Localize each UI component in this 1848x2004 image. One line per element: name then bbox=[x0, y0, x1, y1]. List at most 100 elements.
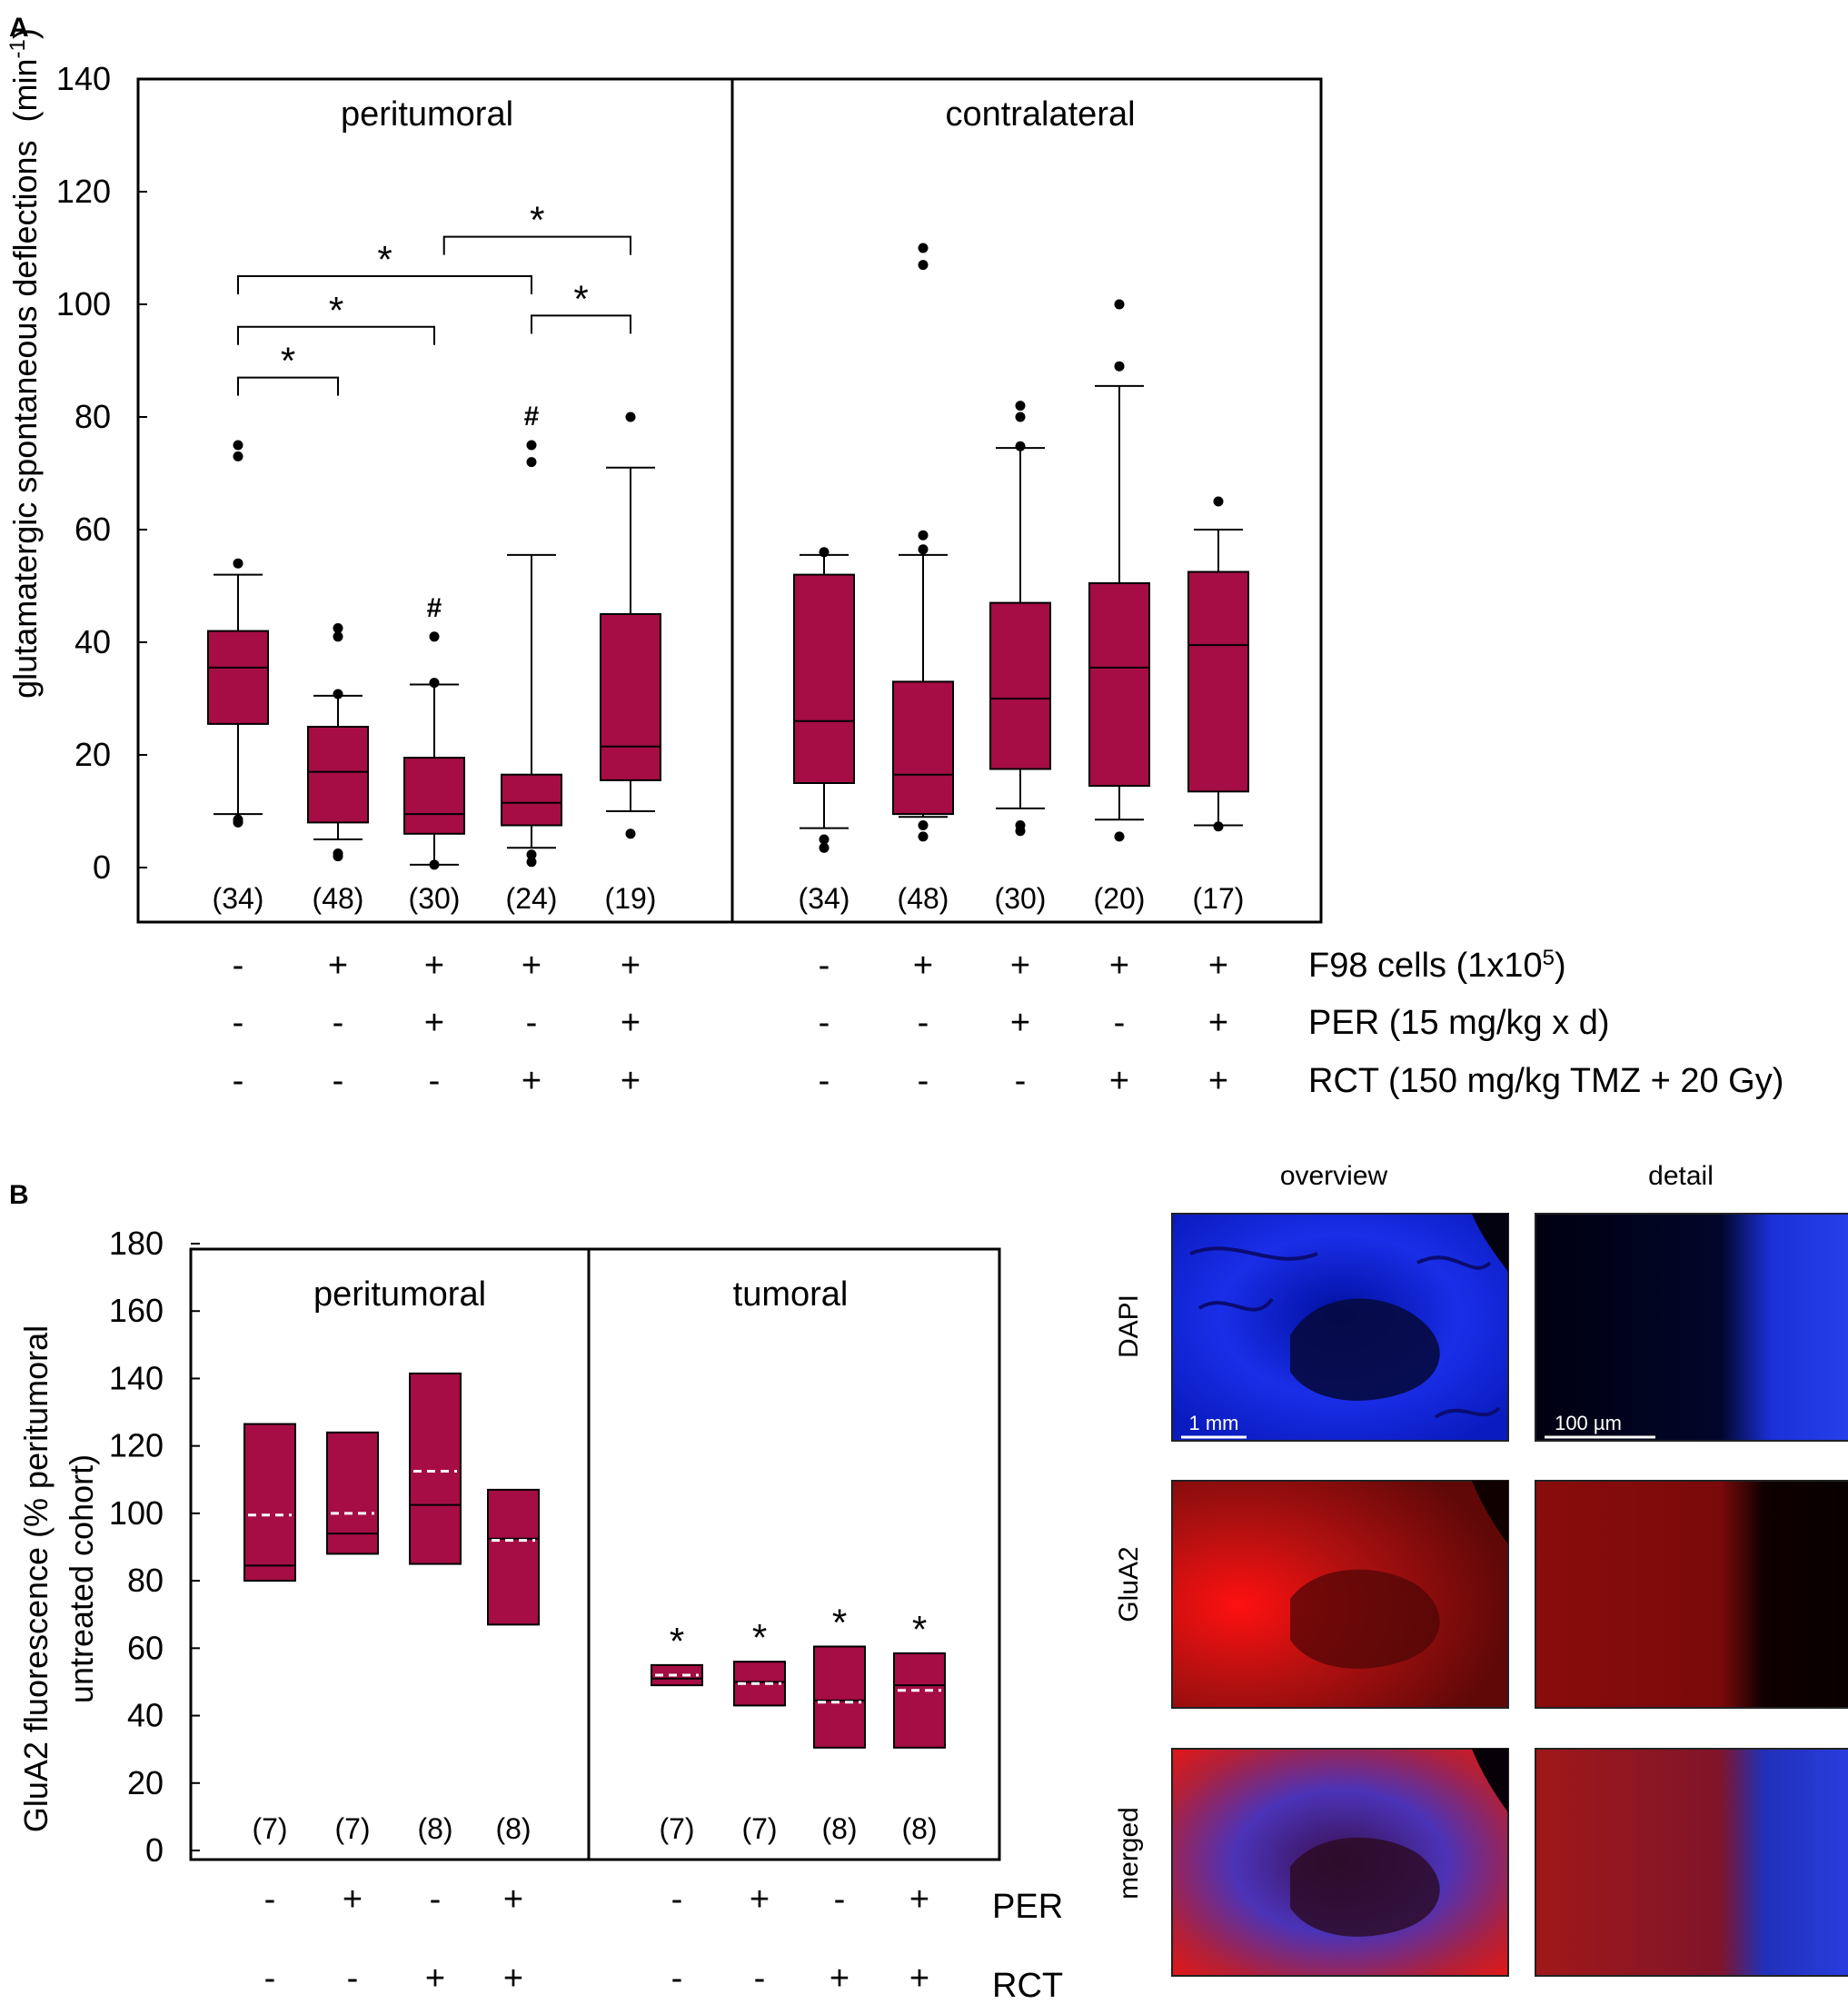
panel-a-outlier bbox=[526, 857, 537, 868]
panel-a-outlier bbox=[1015, 401, 1026, 412]
panel-b-condition-sign: - bbox=[671, 1959, 683, 1998]
panel-a-outlier bbox=[333, 848, 343, 858]
row-title-glua2: GluA2 bbox=[1114, 1546, 1144, 1622]
panel-b-ytick-label: 60 bbox=[127, 1629, 164, 1666]
panel-b-condition-sign: + bbox=[503, 1880, 523, 1919]
panel-a-outlier bbox=[918, 544, 929, 555]
panel-a-outlier bbox=[233, 558, 243, 569]
panel-b-n-label: (7) bbox=[334, 1812, 370, 1845]
panel-a-outlier bbox=[526, 849, 537, 860]
panel-a-ytick-label: 40 bbox=[75, 623, 111, 660]
panel-a-boxes: (34) (48) # (30) # (24) (19) (34) (48) (30) (20) (1… bbox=[207, 243, 1249, 915]
panel-a-sig-star: * bbox=[377, 238, 392, 281]
panel-b-condition-sign: + bbox=[830, 1959, 849, 1998]
panel-a-condition-sign: + bbox=[621, 1004, 641, 1042]
panel-a-condition-label: RCT (150 mg/kg TMZ + 20 Gy) bbox=[1308, 1062, 1783, 1100]
panel-b-condition-sign: - bbox=[671, 1880, 683, 1919]
panel-a-box bbox=[793, 573, 855, 784]
panel-a-box bbox=[403, 757, 465, 835]
panel-b-range-bar bbox=[409, 1372, 462, 1565]
panel-b-n-label: (8) bbox=[901, 1812, 937, 1845]
panel-b-label: B bbox=[9, 1180, 29, 1210]
panel-b-condition-sign: - bbox=[264, 1959, 276, 1998]
panel-b-condition-sign: + bbox=[909, 1959, 929, 1998]
panel-b-ytick-label: 120 bbox=[109, 1427, 164, 1464]
panel-a-condition-sign: + bbox=[522, 947, 541, 985]
panel-a-condition-sign: - bbox=[233, 947, 244, 985]
panel-a-outlier bbox=[333, 631, 343, 642]
panel-a-significance: * * * * * bbox=[237, 199, 631, 396]
panel-b-condition-sign: - bbox=[834, 1880, 846, 1919]
panel-a-region-peritumoral: peritumoral bbox=[341, 95, 513, 134]
panel-a-box bbox=[892, 680, 954, 816]
panel-a-n-label: (48) bbox=[898, 882, 949, 915]
panel-a-condition-sign: - bbox=[918, 1004, 929, 1042]
panel-a-condition-sign: + bbox=[1208, 1004, 1228, 1042]
panel-a-outlier bbox=[625, 828, 636, 839]
panel-a-condition-sign: - bbox=[1015, 1062, 1027, 1100]
panel-a-sig-star: * bbox=[281, 340, 295, 382]
row-title-dapi: DAPI bbox=[1114, 1295, 1144, 1358]
panel-b-y-axis-title-line1: GluA2 fluorescence (% peritumoral bbox=[17, 1325, 55, 1832]
panel-a-outlier bbox=[233, 814, 243, 825]
panel-a-outlier bbox=[625, 412, 636, 422]
panel-b-n-label: (7) bbox=[741, 1812, 777, 1845]
panel-a-outlier bbox=[1114, 299, 1125, 310]
panel-b-y-axis-title-line2: untreated cohort) bbox=[63, 1454, 100, 1703]
panel-a-condition-sign: + bbox=[424, 1004, 444, 1042]
panel-a-condition-sign: + bbox=[913, 947, 933, 985]
panel-a-n-label: (34) bbox=[213, 882, 264, 915]
panel-a-condition-sign: + bbox=[621, 1062, 641, 1100]
panel-a-outlier bbox=[233, 440, 243, 451]
panel-a-outlier bbox=[819, 547, 830, 558]
panel-a-outlier bbox=[429, 859, 440, 870]
panel-a-condition-sign: + bbox=[328, 947, 348, 985]
panel-a-sig-star: * bbox=[329, 289, 343, 332]
panel-b-region-peritumoral: peritumoral bbox=[313, 1275, 486, 1314]
panel-b-n-label: (7) bbox=[659, 1812, 694, 1845]
panel-a-outlier bbox=[918, 243, 929, 253]
panel-a-n-label: (20) bbox=[1094, 882, 1146, 915]
panel-a-label: A bbox=[9, 13, 29, 43]
panel-a-box bbox=[989, 601, 1051, 770]
panel-a-y-axis-unit-sup: -1 bbox=[5, 39, 30, 58]
panel-a-sig-bracket bbox=[531, 314, 631, 334]
image-merged-detail bbox=[1535, 1748, 1848, 1977]
panel-a-box bbox=[600, 613, 661, 781]
panel-a-sig-bracket bbox=[237, 376, 339, 396]
col-title-detail: detail bbox=[1648, 1161, 1714, 1191]
panel-a-outlier bbox=[526, 457, 537, 468]
panel-a-ytick-label: 0 bbox=[93, 848, 111, 886]
panel-a-n-label: (48) bbox=[313, 882, 364, 915]
panel-b-condition-sign: - bbox=[347, 1959, 359, 1998]
panel-a-ytick-label: 120 bbox=[56, 173, 111, 210]
panel-b-bars: (7) (7) (8) (8) * (7) * (7) * (8) * (8) bbox=[243, 1372, 946, 1845]
panel-b-ytick-label: 40 bbox=[127, 1697, 164, 1734]
panel-b-region-tumoral: tumoral bbox=[733, 1275, 849, 1314]
panel-a-condition-sign: - bbox=[918, 1062, 929, 1100]
panel-a-condition-sign: + bbox=[1109, 1062, 1129, 1100]
panel-a-ytick-label: 100 bbox=[56, 285, 111, 322]
panel-a-box bbox=[307, 726, 369, 824]
image-glua2-detail bbox=[1535, 1480, 1848, 1709]
panel-a-condition-sign: - bbox=[819, 1004, 830, 1042]
panel-b-ytick-label: 180 bbox=[109, 1225, 164, 1262]
panel-a-y-axis-unit: (min bbox=[6, 58, 44, 122]
panel-b-sig-star: * bbox=[832, 1601, 847, 1643]
panel-a-sig-bracket bbox=[237, 275, 532, 294]
panel-a-ytick-label: 60 bbox=[75, 511, 111, 548]
panel-a-outlier bbox=[1114, 361, 1125, 372]
panel-a-hash-mark: # bbox=[524, 402, 540, 432]
panel-a-condition-sign: - bbox=[819, 1062, 830, 1100]
image-dapi-detail: 100 µm bbox=[1535, 1213, 1848, 1442]
panel-a-condition-sign: - bbox=[333, 1004, 344, 1042]
panel-a-outlier bbox=[918, 530, 929, 541]
panel-a-outlier bbox=[1213, 496, 1224, 507]
scalebar-detail-label: 100 µm bbox=[1555, 1412, 1622, 1434]
panel-a-n-label: (34) bbox=[799, 882, 850, 915]
panel-a-condition-sign: - bbox=[526, 1004, 538, 1042]
micrograph-grid: overview detail DAPI GluA2 merged 1 mm 1… bbox=[1114, 1161, 1848, 1977]
panel-b-sig-star: * bbox=[752, 1616, 767, 1659]
panel-a-outlier bbox=[1015, 441, 1026, 451]
